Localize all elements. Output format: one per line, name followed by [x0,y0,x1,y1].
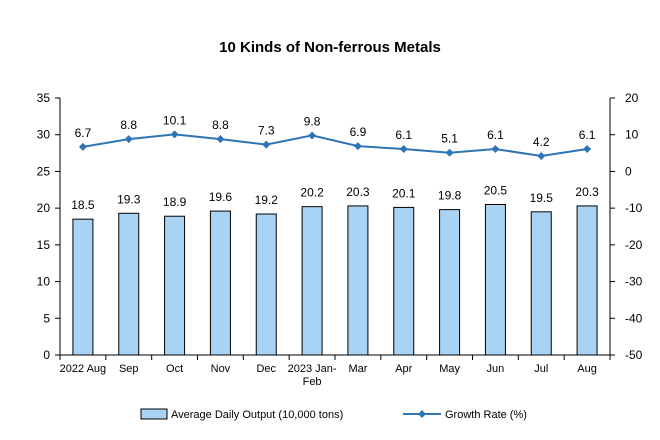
x-axis-category-label-line: Apr [395,363,412,375]
legend: Average Daily Output (10,000 tons) Growth… [140,408,527,421]
growth-point [445,148,454,157]
growth-data-label: 8.8 [120,118,137,132]
left-axis-tick-label: 10 [37,275,51,289]
growth-data-label: 6.7 [75,126,92,140]
growth-data-label: 6.1 [579,128,596,142]
right-axis-tick-label: -20 [625,238,643,252]
x-axis-category-label: Aug [577,363,597,375]
bar-data-label: 19.2 [255,193,279,207]
legend-line-label: Growth Rate (%) [445,409,527,421]
bar-data-label: 19.5 [530,191,554,205]
x-axis-category-label: Jul [534,363,548,375]
growth-point [216,135,225,144]
x-axis-category-label-line: Mar [348,363,367,375]
bar-data-label: 18.5 [71,198,95,212]
x-axis-category-label: 2023 Jan-Feb [288,363,337,388]
right-axis-tick-label: -40 [625,311,643,325]
x-axis-category-label-line: May [439,363,460,375]
bar-data-label: 18.9 [163,195,187,209]
bar-data-label: 20.3 [346,185,370,199]
bar-data-label: 19.8 [438,189,462,203]
growth-data-label: 7.3 [258,124,275,138]
growth-point [583,145,592,154]
bar [209,210,231,356]
x-axis-category-label-line: 2023 Jan- [288,363,337,375]
bar-data-label: 19.3 [117,192,141,206]
bar [72,218,94,356]
plot-area: 0 5 10 15 20 25 30 35 -50 -40 -30 -20 -10 0 10 20 2022 A… [37,91,643,388]
left-axis-tick-label: 5 [43,311,50,325]
legend-bar-swatch [140,408,168,420]
bar [301,206,323,356]
x-axis-category-label-line: 2022 Aug [60,363,107,375]
bar [530,211,552,356]
growth-data-label: 9.8 [304,114,321,128]
right-axis-tick-label: -50 [625,348,643,362]
x-axis-category-label-line: Jun [487,363,505,375]
growth-point [124,135,133,144]
x-axis-category-label: Apr [395,363,412,375]
x-axis-category-label: Oct [166,363,183,375]
bar-data-label: 20.3 [575,185,599,199]
growth-data-label: 5.1 [441,132,458,146]
growth-data-label: 4.2 [533,135,550,149]
right-axis-tick-label: -30 [625,275,643,289]
x-axis-category-label-line: Dec [256,363,276,375]
x-axis-category-label: Jun [487,363,505,375]
bar-data-label: 20.1 [392,186,416,200]
x-axis-category-label: May [439,363,460,375]
growth-data-label: 6.1 [395,128,412,142]
right-axis-tick-label: 10 [625,128,639,142]
x-axis-category-label: Dec [256,363,276,375]
growth-point [78,142,87,151]
left-axis-tick-label: 20 [37,201,51,215]
growth-data-label: 6.9 [350,125,367,139]
growth-point [262,140,271,149]
left-axis-tick-label: 30 [37,128,51,142]
right-axis-tick-label: 20 [625,91,639,105]
left-axis-tick-label: 0 [43,348,50,362]
bar-data-label: 20.2 [300,186,324,200]
growth-line [82,133,588,158]
left-axis-tick-label: 15 [37,238,51,252]
x-axis-category-label: 2022 Aug [60,363,107,375]
x-axis-category-label-line: Oct [166,363,183,375]
x-axis-category-label-line: Sep [119,363,139,375]
bar [164,215,186,356]
bar [118,212,140,356]
x-axis-category-label: Sep [119,363,139,375]
x-axis-category-label-line: Nov [211,363,231,375]
growth-point [491,145,500,154]
growth-data-label: 6.1 [487,128,504,142]
right-axis-tick-label: 0 [625,164,632,178]
right-axis-tick-label: -10 [625,201,643,215]
bar [576,205,598,356]
growth-data-label: 10.1 [163,113,187,127]
bar [347,205,369,356]
bar [393,206,415,356]
x-axis-category-label-line: Aug [577,363,597,375]
growth-point [170,130,179,139]
growth-point [353,142,362,151]
bar-data-label: 20.5 [484,183,508,197]
legend-bar-label: Average Daily Output (10,000 tons) [171,409,343,421]
bar [255,213,277,356]
bar-data-label: 19.6 [209,190,233,204]
legend-line-marker [418,410,426,418]
x-axis-category-label: Nov [211,363,231,375]
left-axis-tick-label: 25 [37,164,51,178]
x-axis-category-label: Mar [348,363,367,375]
growth-point [537,152,546,161]
bar [484,203,506,356]
x-axis-category-label-line: Feb [303,376,322,388]
bar [439,209,461,356]
growth-data-label: 8.8 [212,118,229,132]
growth-point [308,131,317,140]
growth-point [399,145,408,154]
left-axis-tick-label: 35 [37,91,51,105]
chart-title: 10 Kinds of Non-ferrous Metals [219,39,441,56]
x-axis-category-label-line: Jul [534,363,548,375]
